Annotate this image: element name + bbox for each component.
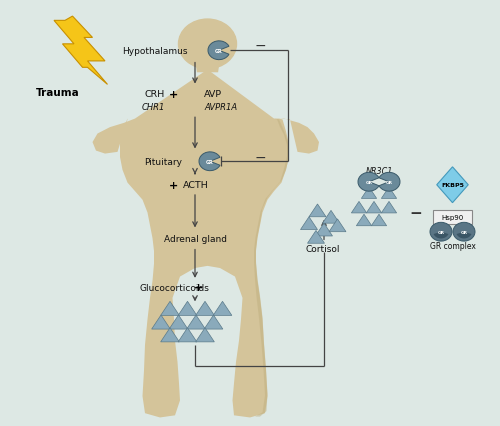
Polygon shape <box>329 219 346 232</box>
Polygon shape <box>160 328 180 342</box>
Text: Trauma: Trauma <box>36 87 80 97</box>
Text: AVP: AVP <box>204 90 222 99</box>
Polygon shape <box>186 315 206 329</box>
Polygon shape <box>54 17 108 85</box>
Wedge shape <box>379 173 400 192</box>
Polygon shape <box>352 202 366 213</box>
Polygon shape <box>178 302 197 316</box>
Text: +: + <box>194 282 203 293</box>
Polygon shape <box>356 215 372 226</box>
Polygon shape <box>366 202 382 213</box>
Text: GR: GR <box>438 230 444 234</box>
Polygon shape <box>204 315 223 329</box>
Wedge shape <box>456 232 471 239</box>
Text: −: − <box>410 205 422 221</box>
Text: GR: GR <box>206 159 214 164</box>
Text: Adrenal gland: Adrenal gland <box>164 234 226 243</box>
Polygon shape <box>213 302 232 316</box>
Text: −: − <box>254 151 266 164</box>
Text: GR: GR <box>215 49 223 54</box>
Polygon shape <box>169 315 188 329</box>
Text: Hypothalamus: Hypothalamus <box>122 46 188 56</box>
Polygon shape <box>362 187 376 199</box>
Polygon shape <box>196 62 219 72</box>
Wedge shape <box>208 42 229 60</box>
Polygon shape <box>437 167 468 203</box>
Text: Glucocorticoids: Glucocorticoids <box>139 283 209 292</box>
Polygon shape <box>322 211 340 224</box>
Polygon shape <box>308 231 324 244</box>
Text: Cortisol: Cortisol <box>305 245 340 254</box>
Wedge shape <box>199 153 220 171</box>
Text: NR3C1: NR3C1 <box>366 167 392 176</box>
Text: AVPR1A: AVPR1A <box>204 103 237 112</box>
Polygon shape <box>178 328 197 342</box>
Text: GR complex: GR complex <box>430 242 476 251</box>
Text: GR: GR <box>386 180 392 184</box>
Text: +: + <box>170 180 178 190</box>
Text: Hsp90: Hsp90 <box>442 214 464 220</box>
Polygon shape <box>300 217 318 230</box>
Text: Pituitary: Pituitary <box>144 157 182 167</box>
Polygon shape <box>92 70 319 417</box>
Polygon shape <box>254 119 289 417</box>
Circle shape <box>178 20 236 69</box>
Polygon shape <box>196 328 214 342</box>
Wedge shape <box>358 173 379 192</box>
Text: ACTH: ACTH <box>182 181 208 190</box>
Polygon shape <box>316 224 332 236</box>
Polygon shape <box>372 215 386 226</box>
Wedge shape <box>434 232 448 239</box>
Polygon shape <box>382 202 396 213</box>
Polygon shape <box>160 302 180 316</box>
Text: −: − <box>254 39 266 52</box>
FancyBboxPatch shape <box>433 210 472 225</box>
Polygon shape <box>382 187 396 199</box>
Text: GR: GR <box>366 180 372 184</box>
Text: +: + <box>170 89 178 100</box>
Text: GR: GR <box>460 230 468 234</box>
Circle shape <box>430 223 452 242</box>
Polygon shape <box>309 204 326 217</box>
Text: FKBP5: FKBP5 <box>441 183 464 188</box>
Polygon shape <box>152 315 171 329</box>
Text: CHR1: CHR1 <box>142 103 165 112</box>
Circle shape <box>453 223 475 242</box>
Text: CRH: CRH <box>145 90 165 99</box>
Polygon shape <box>196 302 214 316</box>
